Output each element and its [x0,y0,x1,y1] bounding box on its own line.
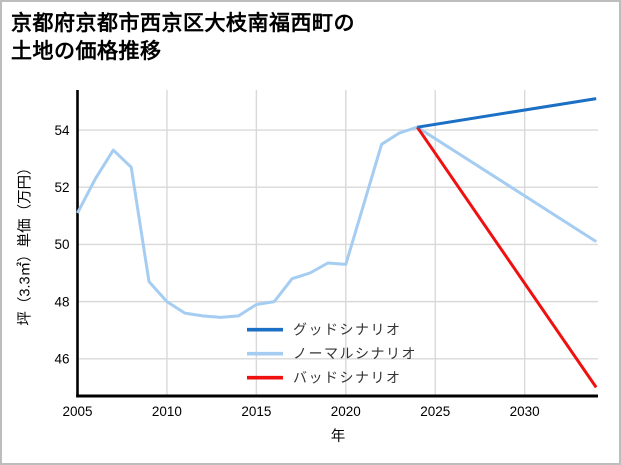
chart-title-line2: 土地の価格推移 [11,40,162,63]
good-scenario-line [417,97,597,129]
chart-title: 京都府京都市西京区大枝南福西町の 土地の価格推移 [11,10,355,66]
normal-scenario-line [76,125,598,319]
x-tick-label: 2010 [152,404,182,419]
x-tick-label: 2030 [510,404,540,419]
y-tick-label: 46 [54,352,69,367]
legend-label-good-scenario: グッドシナリオ [293,322,402,338]
x-tick-label: 2015 [241,404,271,419]
x-tick-label: 2020 [331,404,361,419]
y-tick-label: 52 [54,180,69,195]
y-axis-label: 坪（3.3㎡）単価（万円） [17,160,34,326]
chart-title-line1: 京都府京都市西京区大枝南福西町の [11,12,355,35]
bad-scenario-line [416,126,598,389]
y-tick-label: 54 [54,123,70,138]
x-tick-label: 2005 [62,404,92,419]
legend-label-normal-scenario: ノーマルシナリオ [293,346,417,362]
legend-label-bad-scenario: バッドシナリオ [293,370,402,386]
x-tick-label: 2025 [420,404,450,419]
y-tick-label: 48 [54,294,69,309]
y-tick-label: 50 [54,237,69,252]
x-axis-label: 年 [330,429,346,445]
